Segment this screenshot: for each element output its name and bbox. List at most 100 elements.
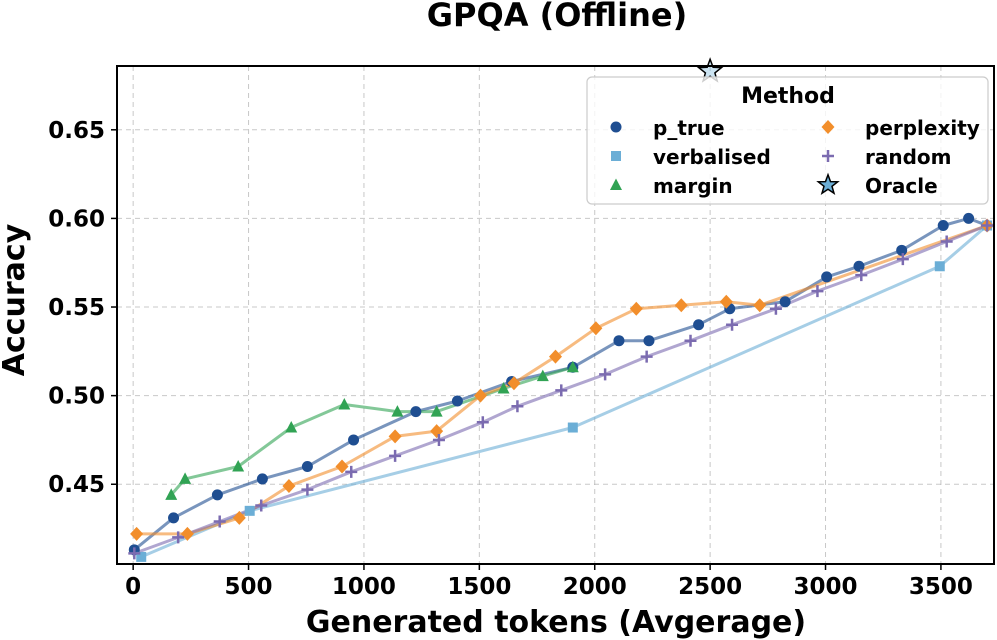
- y-tick-label: 0.55: [48, 295, 105, 321]
- point-p-true: [168, 512, 180, 524]
- point-margin: [536, 369, 549, 382]
- point-margin: [179, 472, 192, 484]
- point-perplexity: [719, 294, 733, 309]
- axis-ticks: 0 500 1000 1500 2000 2500 3000 3500 0.45 0.50 0.55…: [48, 118, 973, 600]
- x-tick-label: 3500: [909, 574, 973, 600]
- point-p-true: [779, 296, 791, 308]
- point-perplexity: [473, 388, 487, 403]
- point-verbalised: [934, 261, 945, 272]
- point-margin: [391, 405, 404, 417]
- legend-label-verbalised: verbalised: [653, 145, 771, 169]
- point-random: [940, 235, 953, 248]
- point-random: [981, 219, 994, 232]
- point-p-true: [896, 244, 908, 256]
- legend-label-oracle: Oracle: [865, 174, 938, 198]
- x-tick-label: 1000: [332, 574, 396, 600]
- point-p-true: [937, 220, 949, 232]
- point-perplexity: [232, 510, 246, 525]
- plot-frame: [116, 65, 995, 565]
- x-axis-label: Generated tokens (Avgerage): [306, 605, 806, 640]
- point-random: [255, 499, 268, 512]
- point-perplexity: [674, 298, 688, 313]
- point-perplexity: [388, 429, 402, 444]
- point-random: [345, 465, 358, 478]
- point-verbalised: [567, 422, 578, 433]
- point-margin: [566, 360, 579, 373]
- y-tick-label: 0.45: [48, 472, 105, 498]
- point-random: [640, 350, 653, 363]
- series-line-margin: [169, 365, 575, 497]
- point-perplexity: [282, 479, 296, 494]
- point-margin: [165, 488, 178, 500]
- x-tick-label: 3000: [794, 574, 858, 600]
- point-p-true: [256, 473, 268, 485]
- point-random: [896, 253, 909, 266]
- chart-title: GPQA (Offline): [427, 0, 687, 34]
- legend-title: Method: [741, 84, 835, 109]
- legend-label-margin: margin: [653, 174, 733, 198]
- point-perplexity: [335, 459, 349, 474]
- point-oracle: [696, 57, 724, 83]
- point-p-true: [693, 319, 705, 331]
- point-random: [128, 547, 141, 560]
- point-p-true: [348, 434, 360, 446]
- point-perplexity: [629, 301, 643, 316]
- series-line-perplexity: [135, 224, 989, 536]
- point-random: [301, 483, 314, 496]
- legend-marker-margin: [610, 178, 622, 190]
- x-tick-label: 1500: [447, 574, 511, 600]
- point-p-true: [643, 335, 655, 347]
- point-p-true: [613, 335, 625, 347]
- y-axis-label: Accuracy: [0, 223, 32, 376]
- point-random: [476, 416, 489, 429]
- point-random: [684, 334, 697, 347]
- point-margin: [430, 405, 443, 417]
- point-p-true: [821, 271, 833, 283]
- point-perplexity: [589, 321, 603, 336]
- x-tick-label: 500: [225, 574, 273, 600]
- point-random: [432, 433, 445, 446]
- legend-box: [586, 76, 989, 205]
- point-margin: [232, 460, 245, 472]
- point-random: [769, 302, 782, 315]
- point-perplexity: [549, 349, 562, 364]
- point-random: [389, 449, 402, 462]
- point-random: [726, 318, 739, 331]
- series-markers: [128, 57, 994, 562]
- point-perplexity: [753, 298, 767, 313]
- point-p-true: [963, 212, 975, 224]
- legend-marker-oracle: [816, 172, 840, 196]
- legend: Method p_true verbalised margin perplexity r…: [586, 76, 989, 205]
- point-p-true: [410, 406, 422, 418]
- point-verbalised: [244, 505, 255, 516]
- x-tick-label: 2500: [678, 574, 742, 600]
- point-random: [511, 400, 524, 413]
- point-margin: [497, 382, 510, 394]
- point-random: [811, 285, 824, 298]
- legend-marker-verbalised: [611, 151, 621, 161]
- legend-marker-p-true: [610, 121, 622, 133]
- y-tick-label: 0.50: [48, 384, 105, 410]
- point-random: [855, 269, 868, 282]
- x-tick-label: 2000: [563, 574, 627, 600]
- point-random: [555, 384, 568, 397]
- point-margin: [338, 397, 351, 410]
- point-p-true: [853, 260, 865, 272]
- point-random: [599, 368, 612, 381]
- y-tick-label: 0.65: [48, 118, 105, 144]
- x-tick-label: 0: [125, 574, 141, 600]
- point-p-true: [301, 461, 313, 473]
- point-p-true: [451, 395, 463, 407]
- point-margin: [285, 421, 298, 433]
- legend-marker-random: [822, 150, 834, 162]
- point-p-true: [211, 489, 223, 501]
- point-perplexity: [507, 376, 521, 391]
- point-verbalised: [136, 551, 147, 562]
- legend-label-perplexity: perplexity: [865, 116, 980, 140]
- legend-label-random: random: [865, 145, 952, 169]
- y-tick-label: 0.60: [48, 206, 105, 232]
- legend-marker-perplexity: [821, 120, 835, 134]
- point-random: [213, 515, 226, 528]
- point-random: [172, 531, 185, 544]
